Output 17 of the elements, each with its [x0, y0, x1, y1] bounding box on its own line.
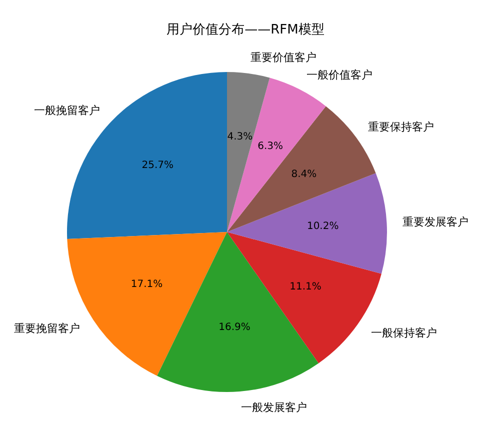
slice-label: 一般价值客户 — [306, 68, 372, 82]
data-label: 17.1% — [130, 279, 163, 290]
slice-label: 重要发展客户 — [402, 216, 469, 229]
data-label: 16.9% — [218, 322, 250, 334]
data-label: 4.3% — [227, 131, 253, 142]
chart-title: 用户价值分布——RFM模型 — [166, 22, 324, 38]
data-label: 11.1% — [290, 282, 322, 293]
slice-label: 重要价值客户 — [250, 51, 317, 64]
slice-label: 一般挽留客户 — [34, 104, 100, 117]
data-label: 10.2% — [306, 221, 339, 232]
slice-label: 一般发展客户 — [240, 400, 307, 414]
slice-label: 重要保持客户 — [368, 120, 434, 134]
data-label: 25.7% — [142, 160, 174, 172]
data-label: 8.4% — [291, 169, 317, 180]
slice-label: 一般保持客户 — [370, 326, 437, 340]
data-label: 6.3% — [258, 140, 284, 152]
slice-label: 重要挽留客户 — [14, 322, 80, 336]
